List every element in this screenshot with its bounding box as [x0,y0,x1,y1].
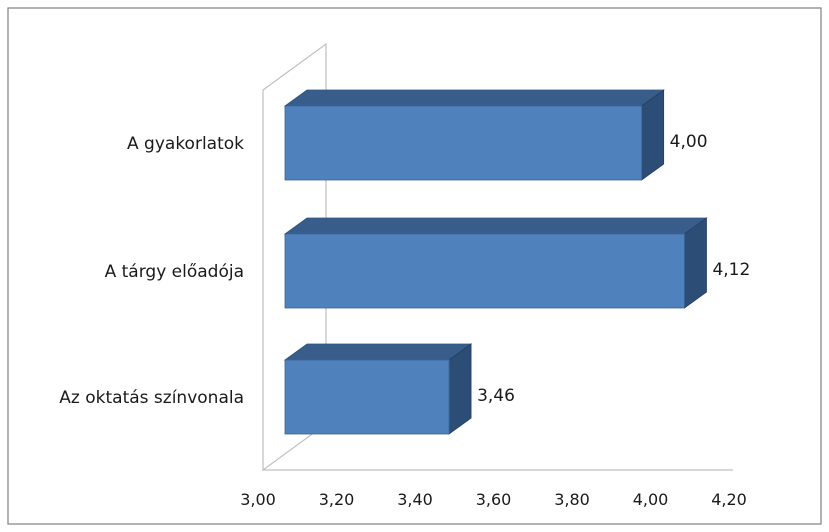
bar-side-face [448,343,472,435]
bar [283,343,473,435]
x-tick-label: 4,20 [711,490,747,509]
bar [283,217,708,309]
bar-front-face [284,105,643,181]
x-axis-ticks: 3,00 3,20 3,40 3,60 3,80 4,00 4,20 [240,490,747,509]
bar-front-face [284,359,450,435]
bar [283,89,665,181]
category-label: A tárgy előadója [105,262,244,282]
bar-top-face [283,217,708,235]
data-labels: 4,00 4,12 3,46 [477,132,750,406]
category-label: Az oktatás színvonala [59,388,244,408]
data-label: 4,00 [670,132,708,152]
bar-top-face [283,89,665,107]
data-label: 4,12 [712,260,750,280]
bars-group [283,89,708,435]
x-tick-label: 3,40 [397,490,433,509]
x-tick-label: 3,60 [476,490,512,509]
x-tick-label: 3,00 [240,490,276,509]
bar-side-face [641,89,665,181]
data-label: 3,46 [477,386,515,406]
category-label: A gyakorlatok [127,134,244,154]
x-tick-label: 3,20 [319,490,355,509]
bar-top-face [283,343,473,361]
category-labels: A gyakorlatok A tárgy előadója Az oktatás … [59,134,244,408]
x-tick-label: 3,80 [554,490,590,509]
bar-side-face [684,217,707,309]
x-tick-label: 4,00 [633,490,669,509]
bar-front-face [284,233,685,309]
